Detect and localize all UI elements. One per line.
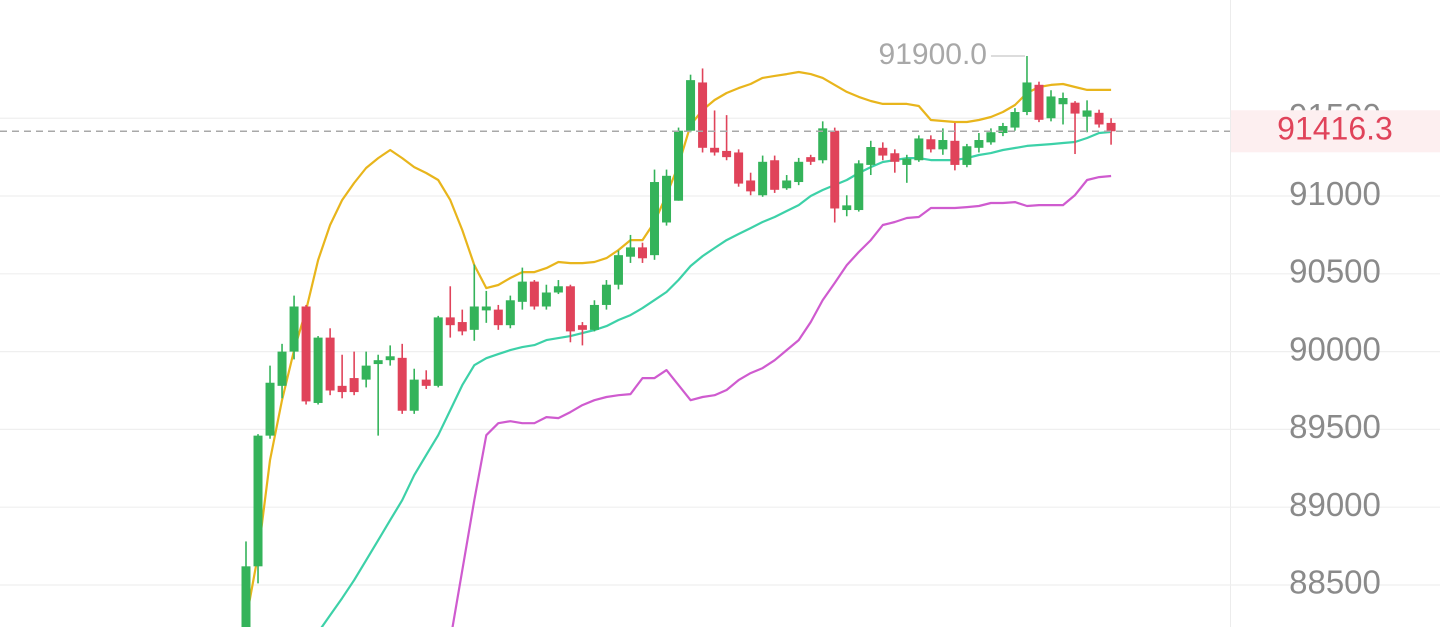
candle-body — [553, 286, 563, 293]
candle-body — [1022, 82, 1032, 113]
y-tick-label: 88500 — [1289, 564, 1381, 601]
y-tick-label: 90500 — [1289, 253, 1381, 290]
candle-body — [613, 255, 623, 285]
candle-body — [722, 150, 732, 158]
candle-body — [734, 152, 744, 184]
candle-body — [241, 566, 251, 627]
y-tick-label: 89500 — [1289, 408, 1381, 445]
high-annotation: 91900.0 — [879, 38, 987, 71]
candle-body — [1058, 98, 1068, 105]
candle-body — [589, 304, 599, 330]
candle-body — [385, 356, 395, 361]
candle-body — [457, 322, 467, 332]
candle-body — [674, 130, 684, 201]
candle-body — [265, 382, 275, 436]
candle-body — [1106, 122, 1116, 132]
candle-body — [770, 160, 780, 190]
candle-body — [926, 139, 936, 150]
candle-body — [253, 435, 263, 567]
candle-body — [541, 292, 551, 307]
candle-body — [361, 365, 371, 380]
candle-body — [782, 180, 792, 189]
candle-body — [998, 126, 1008, 134]
candle-body — [746, 180, 756, 192]
candle-body — [698, 82, 708, 148]
candle-body — [962, 146, 972, 165]
candle-body — [625, 247, 635, 257]
candle-body — [662, 175, 672, 223]
candle-body — [469, 306, 479, 330]
candle-body — [686, 80, 696, 131]
candle-body — [890, 153, 900, 162]
plot-area — [241, 56, 1116, 627]
candle-body — [445, 317, 455, 326]
last-price-box — [1231, 110, 1440, 153]
candle-body — [878, 147, 888, 156]
candle-body — [758, 161, 768, 196]
candle-body — [517, 281, 527, 302]
candle-body — [806, 157, 816, 162]
y-tick-label: 89000 — [1289, 486, 1381, 523]
candle-body — [830, 130, 840, 209]
candle-body — [650, 182, 660, 256]
candle-body — [974, 140, 984, 148]
candle-body — [421, 379, 431, 386]
grid — [0, 117, 1440, 586]
candle-body — [866, 147, 876, 165]
candle-body — [637, 247, 647, 259]
candle-body — [794, 161, 804, 183]
candle-body — [505, 300, 515, 326]
candle-body — [373, 360, 383, 365]
candle-body — [409, 379, 419, 411]
candle-body — [433, 317, 443, 386]
band-line — [320, 130, 1112, 627]
last-price-label: 91416.3 — [1277, 111, 1393, 147]
candle-body — [854, 163, 864, 211]
candle-body — [818, 128, 828, 161]
candle-body — [277, 351, 287, 386]
y-tick-label: 91000 — [1289, 175, 1381, 212]
candle-body — [601, 284, 611, 305]
candle-body — [349, 378, 359, 393]
candle-body — [986, 132, 996, 143]
candle-body — [842, 205, 852, 211]
candle-body — [1010, 112, 1020, 128]
candle-body — [914, 138, 924, 161]
candle-body — [710, 147, 720, 153]
candle-body — [577, 325, 587, 330]
band-line — [451, 174, 1112, 627]
candle-body — [481, 306, 491, 311]
candle-body — [902, 158, 912, 165]
y-tick-label: 90000 — [1289, 330, 1381, 367]
overlay: 91900.0 91416.3 — [0, 38, 1440, 153]
candle-body — [565, 286, 575, 332]
candle-body — [938, 140, 948, 150]
candle-body — [1034, 84, 1044, 120]
candle-body — [1082, 110, 1092, 117]
y-axis: 88500890008950090000905009100091500 — [1289, 97, 1381, 601]
candle-body — [313, 337, 323, 403]
candle-body — [493, 309, 503, 326]
candle-body — [397, 357, 407, 411]
candle-body — [950, 140, 960, 165]
candle-body — [289, 306, 299, 352]
candle-body — [1046, 96, 1056, 119]
candle-body — [529, 281, 539, 307]
candle-body — [325, 337, 335, 391]
candle-body — [1094, 112, 1104, 125]
candle-body — [1070, 102, 1080, 114]
candle-body — [301, 306, 311, 402]
candle-body — [337, 385, 347, 393]
